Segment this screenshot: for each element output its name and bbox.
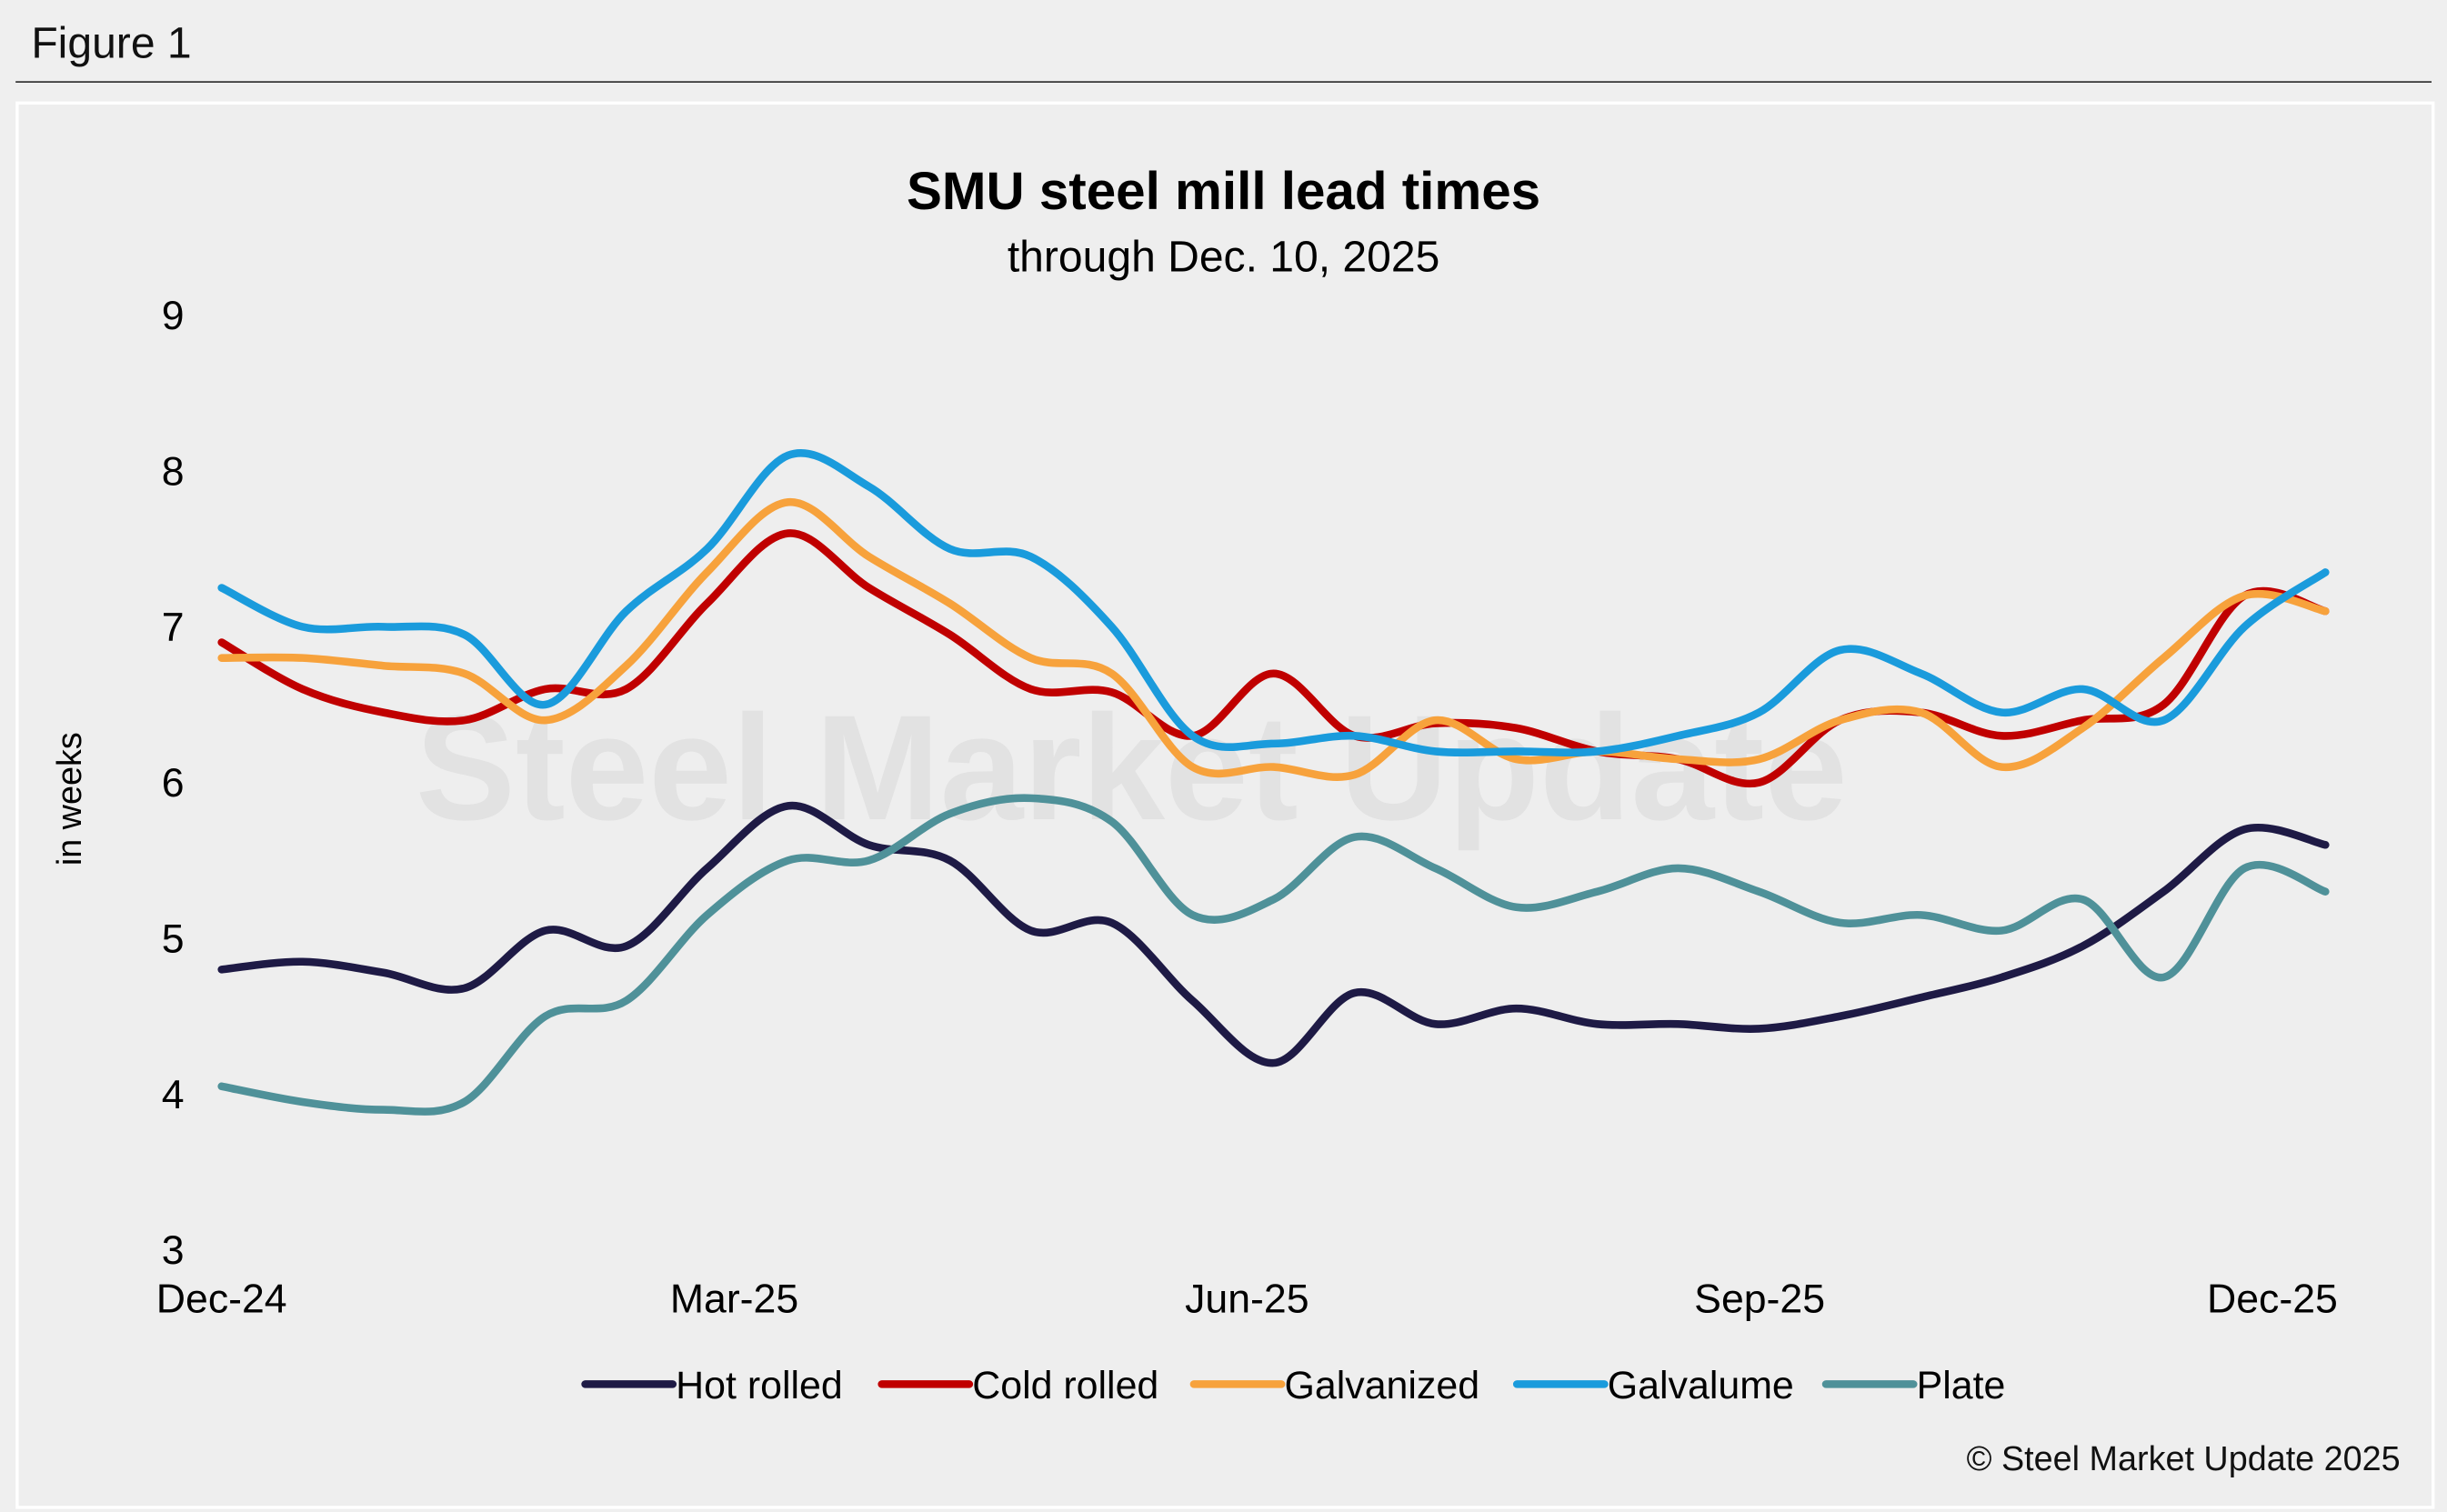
chart-title: SMU steel mill lead times — [907, 162, 1540, 221]
series-line-cold-rolled — [217, 529, 2330, 788]
y-tick-label: 4 — [162, 1073, 185, 1117]
y-axis-label: in weeks — [50, 732, 88, 866]
watermark-logo: Steel Market Update — [416, 684, 1848, 851]
chart-subtitle: through Dec. 10, 2025 — [1008, 234, 1439, 282]
legend-item: Galvalume — [1512, 1364, 1794, 1407]
legend-item: Plate — [1821, 1364, 2006, 1407]
legend-item: Hot rolled — [581, 1364, 843, 1407]
header-divider — [15, 81, 2432, 83]
series-line-hot-rolled — [217, 801, 2330, 1067]
series-line-galvanized — [217, 498, 2330, 781]
y-tick-label: 7 — [162, 606, 185, 650]
legend-item: Cold rolled — [878, 1364, 1158, 1407]
y-tick-label: 8 — [162, 449, 185, 494]
x-tick-label: Dec-24 — [156, 1277, 287, 1321]
y-tick-label: 6 — [162, 761, 185, 806]
copyright: © Steel Market Update 2025 — [1966, 1438, 2401, 1478]
y-tick-label: 5 — [162, 917, 185, 962]
legend-label: Galvalume — [1608, 1364, 1794, 1407]
legend-label: Cold rolled — [972, 1364, 1158, 1407]
y-tick-label: 3 — [162, 1228, 185, 1273]
series-line-galvalume — [217, 449, 2330, 757]
legend-label: Hot rolled — [676, 1364, 843, 1407]
x-tick-label: Jun-25 — [1185, 1277, 1309, 1321]
figure-label: Figure 1 — [31, 18, 192, 67]
x-tick-label: Dec-25 — [2207, 1277, 2338, 1321]
series-line-plate — [217, 794, 2330, 1116]
legend-label: Galvanized — [1285, 1364, 1480, 1407]
chart-panel — [15, 101, 2435, 1509]
x-tick-label: Sep-25 — [1694, 1277, 1825, 1321]
x-tick-label: Mar-25 — [670, 1277, 798, 1321]
y-tick-label: 9 — [162, 294, 185, 338]
legend-item: Galvanized — [1189, 1364, 1480, 1407]
legend-label: Plate — [1917, 1364, 2006, 1407]
